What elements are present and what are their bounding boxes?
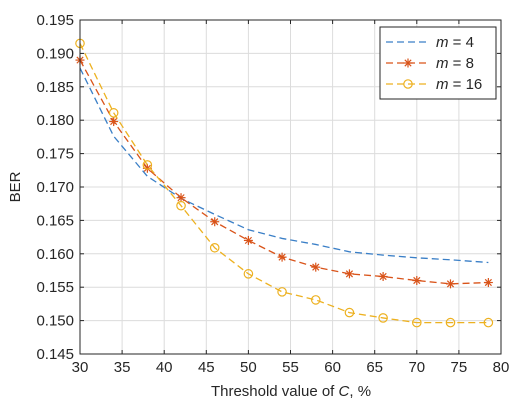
data-point xyxy=(378,313,388,323)
x-axis-label-prefix: Threshold value of xyxy=(211,383,339,400)
legend-entry-0: m = 4 xyxy=(386,34,474,51)
series-line xyxy=(79,43,489,324)
data-point xyxy=(445,317,456,328)
data-point xyxy=(142,160,153,170)
x-axis-label-var: C xyxy=(339,383,350,400)
data-point xyxy=(176,193,186,203)
y-tick-label: 0.180 xyxy=(36,112,74,129)
legend-label: m = 16 xyxy=(436,76,482,93)
y-tick-label: 0.155 xyxy=(36,279,74,296)
asterisk-stroke xyxy=(278,253,286,261)
x-tick-label: 50 xyxy=(240,359,257,376)
data-point xyxy=(108,108,119,118)
x-tick-label: 80 xyxy=(493,359,510,376)
data-point xyxy=(483,278,493,288)
y-tick-label: 0.190 xyxy=(36,45,74,62)
asterisk-stroke xyxy=(244,236,253,245)
legend-label-var: m xyxy=(436,76,449,93)
asterisk-stroke xyxy=(110,117,118,126)
x-tick-label: 45 xyxy=(198,359,215,376)
legend: m = 4m = 8m = 16 xyxy=(379,26,497,100)
y-tick-label: 0.170 xyxy=(36,179,74,196)
legend-entry-1: m = 8 xyxy=(386,55,474,72)
data-point xyxy=(344,307,355,318)
data-point xyxy=(243,269,254,279)
asterisk-stroke xyxy=(312,263,320,271)
y-tick-label: 0.195 xyxy=(36,12,74,29)
asterisk-stroke xyxy=(143,164,151,172)
asterisk-stroke xyxy=(379,272,387,281)
legend-marker xyxy=(403,79,413,89)
data-point xyxy=(277,287,287,297)
y-tick-label: 0.175 xyxy=(36,146,74,163)
asterisk-stroke xyxy=(211,218,219,226)
y-tick-label: 0.185 xyxy=(36,79,74,96)
legend-label-var: m xyxy=(436,34,449,51)
asterisk-stroke xyxy=(484,278,492,287)
legend-label-var: m xyxy=(436,55,449,72)
data-point xyxy=(109,117,119,127)
x-tick-label: 40 xyxy=(156,359,173,376)
data-point xyxy=(243,235,253,245)
data-point xyxy=(311,262,321,272)
legend-label-value: = 4 xyxy=(449,34,474,51)
data-point xyxy=(176,200,186,211)
y-axis-label: BER xyxy=(7,171,24,202)
legend-label-value: = 16 xyxy=(449,76,483,93)
data-point xyxy=(483,317,494,328)
data-point xyxy=(412,276,422,286)
data-point xyxy=(142,163,152,173)
series-layer xyxy=(75,38,494,328)
x-tick-label: 35 xyxy=(114,359,131,376)
x-tick-label: 65 xyxy=(366,359,383,376)
x-tick-label: 55 xyxy=(282,359,299,376)
data-point xyxy=(344,269,354,279)
data-point xyxy=(277,252,287,262)
y-tick-label: 0.145 xyxy=(36,346,74,363)
asterisk-stroke xyxy=(413,276,421,285)
data-point xyxy=(210,217,220,227)
legend-label: m = 8 xyxy=(436,55,474,72)
series-1 xyxy=(75,55,493,289)
asterisk-stroke xyxy=(177,194,185,202)
y-tick-label: 0.165 xyxy=(36,212,74,229)
x-tick-label: 30 xyxy=(72,359,89,376)
series-0 xyxy=(79,67,489,264)
legend-entry-2: m = 16 xyxy=(386,76,482,93)
x-axis-label-suffix: , % xyxy=(349,383,371,400)
data-point xyxy=(445,279,455,289)
data-point xyxy=(310,295,321,305)
x-tick-label: 70 xyxy=(408,359,425,376)
legend-label: m = 4 xyxy=(436,34,474,51)
ticks: 30 35 40 45 50 55 60 65 70 75 80 0.145 0.150 0.155 0.1… xyxy=(36,12,509,376)
asterisk-stroke xyxy=(345,270,354,278)
data-point xyxy=(411,317,422,328)
y-tick-label: 0.150 xyxy=(36,313,74,330)
series-line xyxy=(79,67,489,264)
legend-marker xyxy=(403,58,413,68)
data-point xyxy=(209,242,220,253)
asterisk-stroke xyxy=(404,59,412,67)
x-tick-label: 75 xyxy=(451,359,468,376)
x-axis-label: Threshold value of C, % xyxy=(211,383,371,400)
x-tick-label: 60 xyxy=(324,359,341,376)
series-2 xyxy=(75,38,494,328)
data-point xyxy=(378,272,388,282)
asterisk-stroke xyxy=(446,280,455,288)
y-tick-label: 0.160 xyxy=(36,246,74,263)
legend-label-value: = 8 xyxy=(449,55,474,72)
